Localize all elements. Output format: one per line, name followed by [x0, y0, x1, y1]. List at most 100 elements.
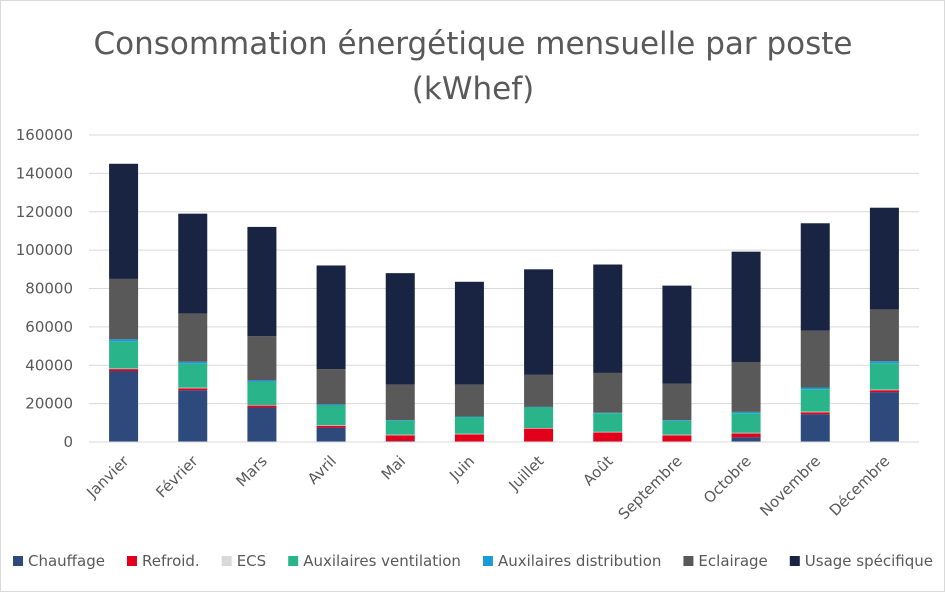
x-tick-label: Décembre	[826, 452, 894, 520]
bar-segment	[593, 431, 623, 433]
bar-segment	[109, 339, 139, 342]
y-tick-label: 40000	[25, 356, 73, 374]
x-tick-label: Janvier	[83, 452, 133, 502]
bar-segment	[800, 411, 830, 413]
bar-segment	[316, 405, 346, 426]
legend-item: Refroid.	[126, 552, 200, 570]
bar-segment	[385, 435, 415, 442]
y-tick-label: 80000	[25, 280, 73, 298]
bar-segment	[800, 412, 830, 415]
bar-segment	[869, 207, 899, 310]
x-tick-label: Août	[579, 452, 616, 489]
bar-segment	[524, 428, 554, 442]
bar-segment	[662, 420, 692, 435]
bar-segment	[800, 389, 830, 412]
bar-segment	[385, 420, 415, 421]
legend-swatch	[789, 556, 800, 566]
bar-stack	[247, 226, 277, 442]
bar-segment	[593, 413, 623, 432]
bar-segment	[178, 390, 208, 442]
bar-stack	[109, 163, 139, 442]
gridlines	[89, 134, 919, 443]
bar-segment	[524, 269, 554, 375]
bar-segment	[178, 313, 208, 362]
legend-item: ECS	[221, 552, 266, 570]
bar-segment	[247, 226, 277, 337]
y-tick-label: 100000	[16, 241, 73, 259]
bar-segment	[800, 387, 830, 390]
bar-segment	[178, 388, 208, 391]
legend-item: Chauffage	[13, 552, 105, 570]
bar-stack	[731, 251, 761, 442]
bar-segment	[593, 372, 623, 413]
x-tick-label: Juillet	[505, 452, 548, 495]
legend-swatch	[13, 556, 23, 566]
bar-stack	[800, 223, 830, 442]
bar-segment	[316, 427, 346, 442]
bar-segment	[316, 369, 346, 405]
bar-segment	[731, 432, 761, 434]
bar-segment	[247, 405, 277, 408]
bar-segment	[109, 341, 139, 369]
bar-segment	[454, 384, 484, 417]
bar-segment	[662, 434, 692, 436]
y-tick-label: 60000	[25, 318, 73, 336]
x-tick-label: Avril	[304, 452, 340, 488]
x-tick-label: Juin	[445, 452, 478, 485]
bar-segment	[662, 420, 692, 421]
x-tick-label: Février	[152, 452, 202, 502]
bar-segment	[800, 330, 830, 388]
bar-segment	[800, 414, 830, 442]
bar-segment	[869, 309, 899, 362]
bar-segment	[869, 389, 899, 391]
legend-label: ECS	[237, 552, 266, 570]
bar-segment	[731, 433, 761, 438]
bar-segment	[869, 361, 899, 364]
bar-segment	[109, 368, 139, 370]
legend-label: Chauffage	[28, 552, 105, 570]
bars	[109, 163, 899, 442]
bar-segment	[731, 437, 761, 442]
legend-swatch	[126, 556, 137, 566]
legend-item: Auxilaires ventilation	[288, 552, 461, 570]
bar-segment	[247, 381, 277, 405]
bar-segment	[524, 407, 554, 428]
chart-title-line-2: (kWhef)	[412, 71, 534, 107]
y-tick-label: 20000	[25, 395, 73, 413]
chart-title-line-1: Consommation énergétique mensuelle par p…	[93, 26, 852, 62]
x-tick-label: Mai	[378, 452, 409, 483]
bar-stack	[454, 281, 484, 442]
bar-segment	[593, 432, 623, 442]
bar-segment	[178, 363, 208, 388]
x-axis: Janvier Février Mars Avril Mai Juin Juillet Aoû…	[83, 441, 919, 523]
bar-segment	[869, 390, 899, 393]
legend-item: Auxilaires distribution	[482, 552, 661, 570]
bar-stack	[316, 265, 346, 442]
y-tick-label: 120000	[16, 203, 73, 221]
legend-swatch	[221, 556, 232, 566]
y-tick-label: 0	[63, 433, 73, 451]
bar-stack	[593, 264, 623, 442]
bar-segment	[800, 223, 830, 331]
bar-segment	[731, 413, 761, 433]
bar-segment	[454, 433, 484, 435]
bar-segment	[869, 392, 899, 442]
legend-swatch	[683, 556, 694, 566]
legend-label: Auxilaires distribution	[498, 552, 661, 570]
y-tick-label: 140000	[16, 164, 73, 182]
bar-segment	[454, 417, 484, 434]
bar-segment	[109, 163, 139, 279]
bar-stack	[178, 213, 208, 442]
bar-segment	[178, 387, 208, 389]
bar-segment	[247, 404, 277, 406]
bar-segment	[524, 374, 554, 407]
bar-segment	[109, 369, 139, 372]
legend-label: Auxilaires ventilation	[303, 552, 461, 570]
bar-segment	[316, 425, 346, 428]
bar-segment	[731, 251, 761, 362]
bar-segment	[662, 435, 692, 442]
x-tick-label: Mars	[232, 452, 270, 490]
bar-stack	[869, 207, 899, 442]
